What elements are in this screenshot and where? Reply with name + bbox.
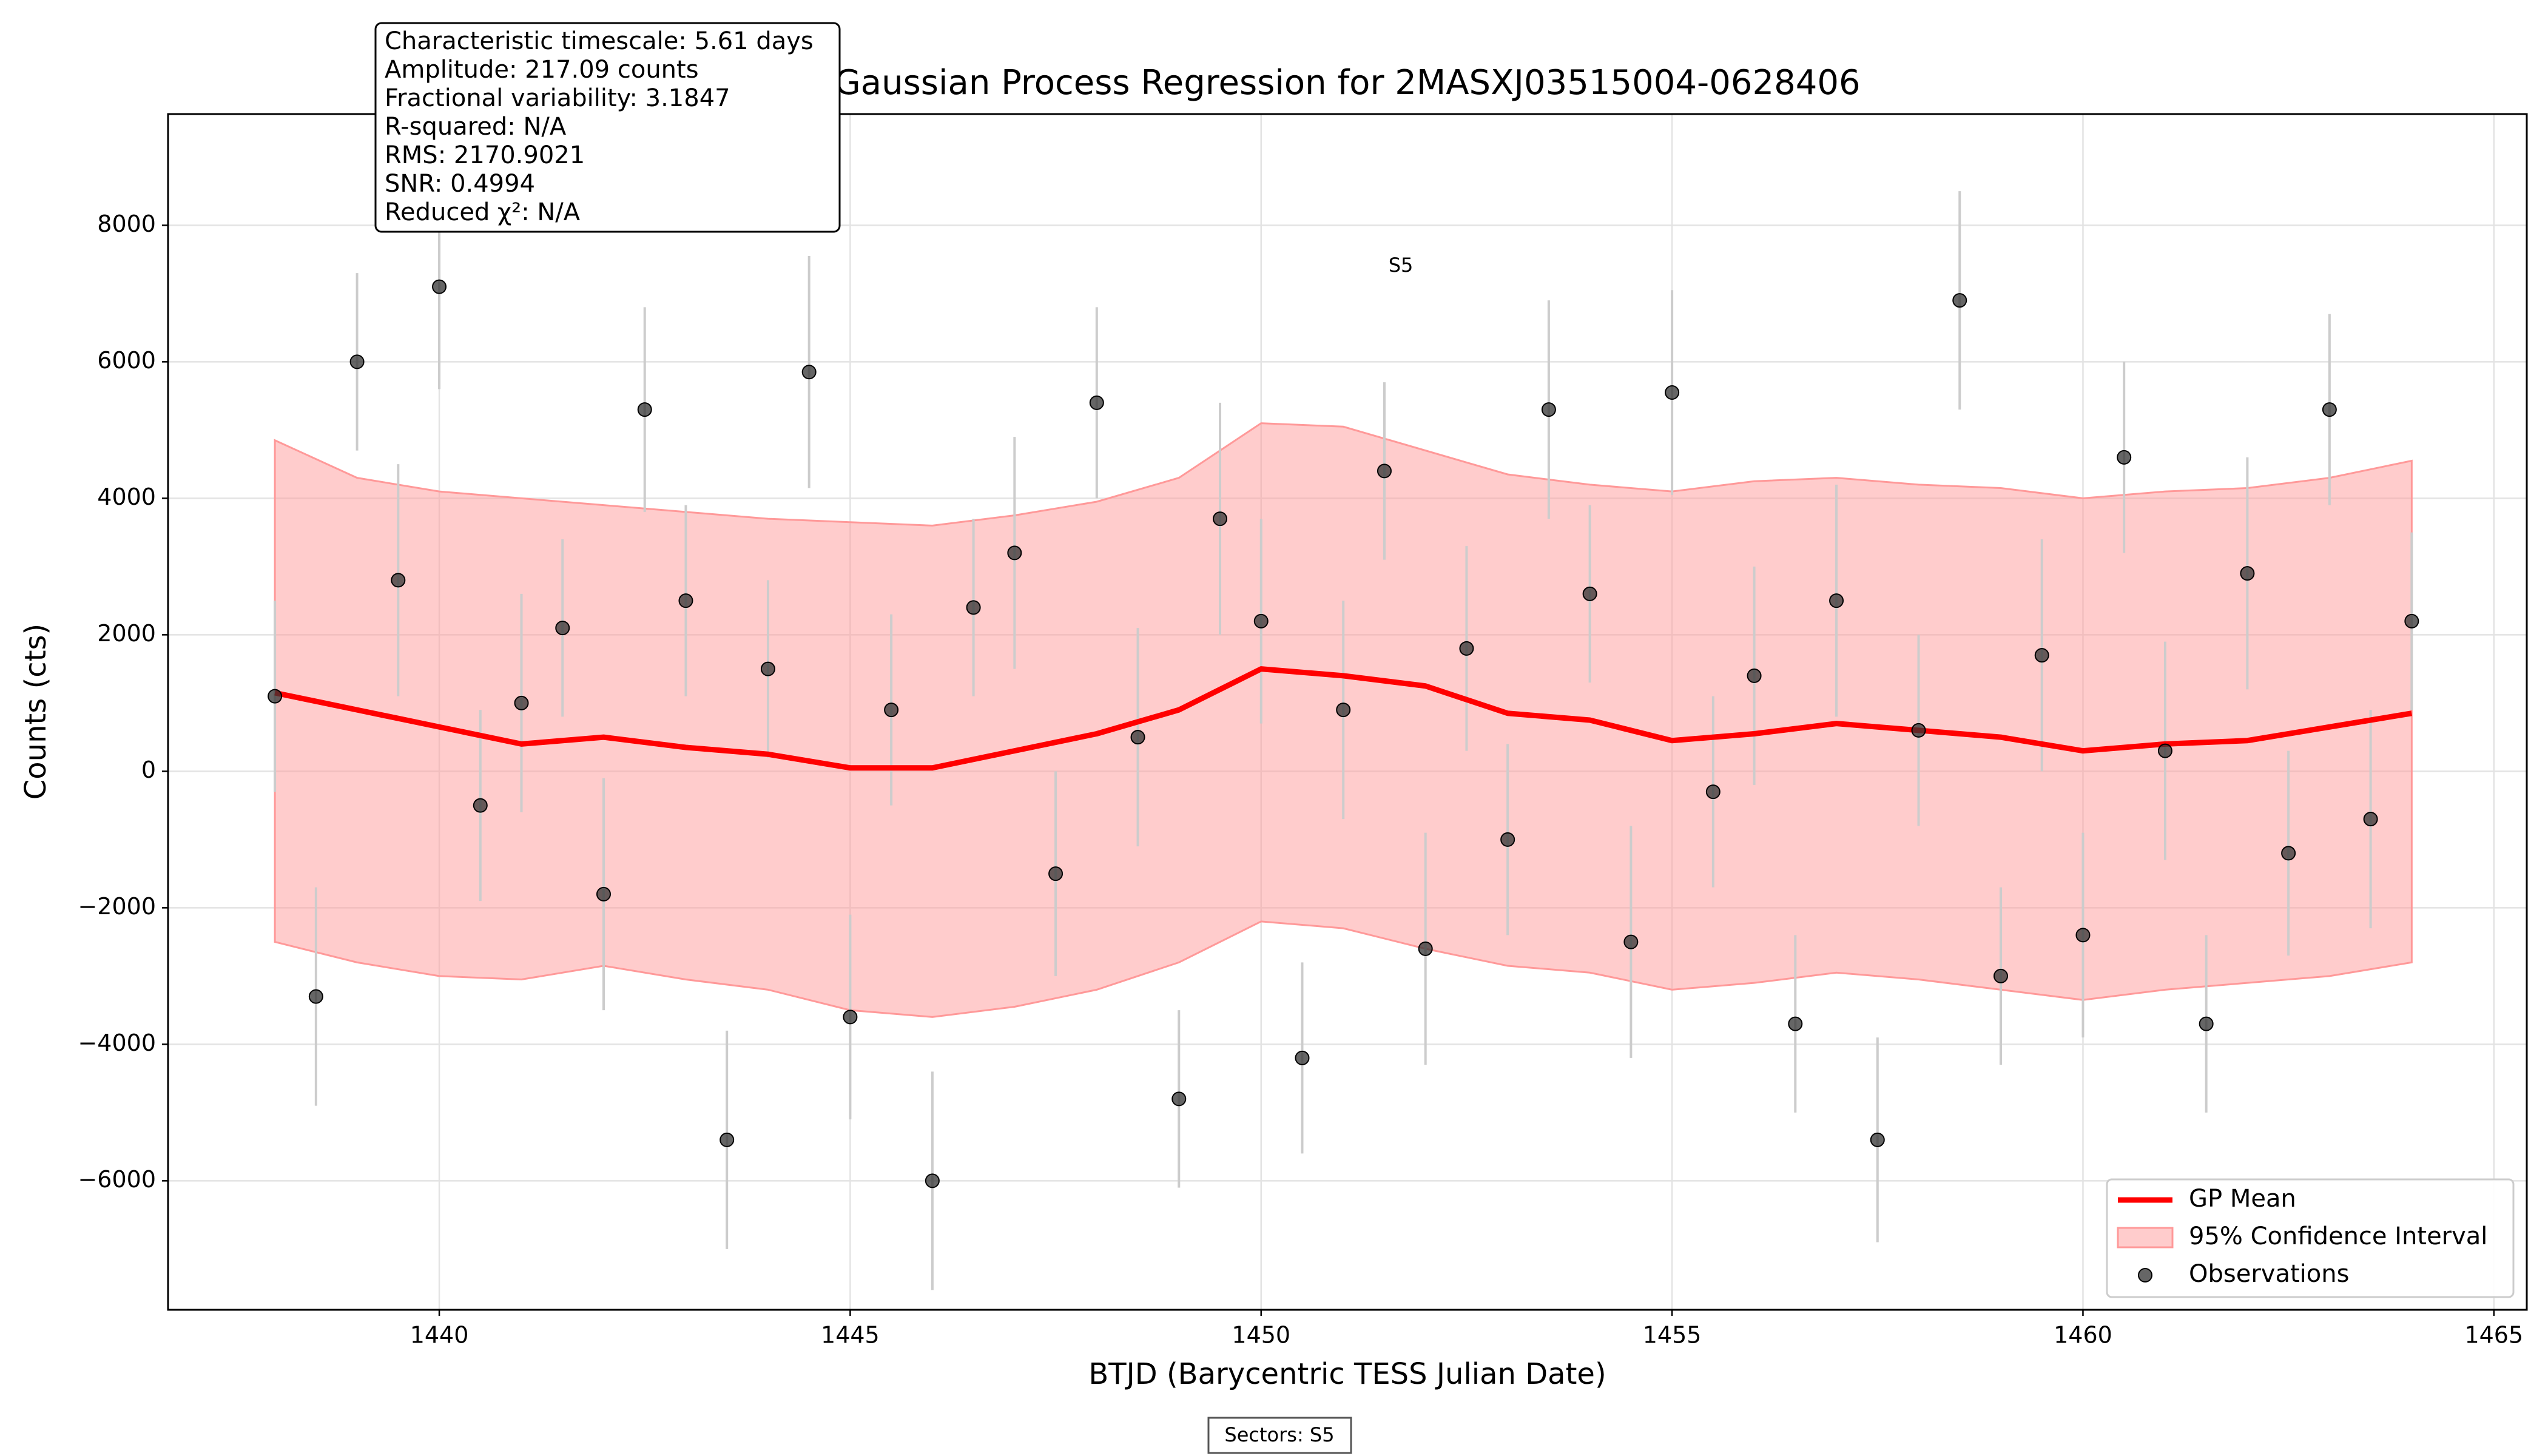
observation bbox=[1747, 668, 1762, 683]
stats-line: RMS: 2170.9021 bbox=[385, 141, 585, 169]
y-tick-label: −2000 bbox=[78, 893, 156, 920]
observation bbox=[1665, 385, 1680, 400]
observation bbox=[514, 695, 529, 710]
observation bbox=[1418, 941, 1433, 956]
observation bbox=[1952, 293, 1967, 308]
observation bbox=[2322, 402, 2337, 417]
observation bbox=[596, 886, 611, 902]
observation bbox=[884, 703, 899, 718]
observation bbox=[1377, 463, 1392, 479]
x-tick-label: 1460 bbox=[2054, 1322, 2112, 1349]
legend-swatch bbox=[2138, 1268, 2152, 1282]
observation bbox=[966, 600, 981, 615]
observation bbox=[1870, 1132, 1885, 1147]
x-tick-label: 1465 bbox=[2464, 1322, 2523, 1349]
observation bbox=[1459, 641, 1474, 656]
footer: Sectors: S5 bbox=[1224, 1423, 1334, 1446]
observation bbox=[1089, 395, 1104, 410]
observation bbox=[1048, 866, 1063, 881]
observation bbox=[1582, 586, 1597, 601]
observation bbox=[2075, 928, 2091, 943]
observation bbox=[1213, 511, 1228, 527]
stats-box bbox=[374, 22, 841, 233]
observation bbox=[925, 1173, 940, 1188]
observation bbox=[637, 402, 652, 417]
footer-box bbox=[1207, 1417, 1352, 1454]
observation bbox=[1788, 1016, 1803, 1031]
y-tick-label: 6000 bbox=[97, 347, 156, 374]
chart-title: Gaussian Process Regression for 2MASXJ03… bbox=[834, 63, 1860, 103]
y-tick-label: 8000 bbox=[97, 211, 156, 237]
observation bbox=[349, 354, 365, 369]
legend-swatch bbox=[2117, 1227, 2174, 1249]
observation bbox=[843, 1009, 858, 1025]
observation bbox=[2240, 566, 2255, 581]
stats-line: SNR: 0.4994 bbox=[385, 170, 535, 198]
observation bbox=[268, 689, 283, 704]
x-tick-label: 1440 bbox=[410, 1322, 469, 1349]
legend-box bbox=[2106, 1178, 2515, 1298]
stats-line: Reduced χ²: N/A bbox=[385, 198, 581, 226]
stats-line: Fractional variability: 3.1847 bbox=[385, 84, 730, 112]
observation bbox=[1705, 784, 1721, 800]
y-tick-label: −6000 bbox=[78, 1166, 156, 1193]
observation bbox=[1295, 1050, 1310, 1065]
observation bbox=[2034, 648, 2049, 663]
observation bbox=[1336, 703, 1351, 718]
x-tick-label: 1450 bbox=[1232, 1322, 1290, 1349]
y-tick-label: −4000 bbox=[78, 1030, 156, 1056]
observation bbox=[678, 593, 693, 608]
observation bbox=[1541, 402, 1556, 417]
observation bbox=[432, 279, 447, 294]
annotation: S5 bbox=[1389, 254, 1414, 277]
observation bbox=[2199, 1016, 2214, 1031]
observation bbox=[1253, 613, 1269, 629]
x-axis-label: BTJD (Barycentric TESS Julian Date) bbox=[1088, 1357, 1606, 1391]
x-tick-label: 1455 bbox=[1643, 1322, 1702, 1349]
observation bbox=[1130, 730, 1145, 745]
observation bbox=[2363, 812, 2378, 827]
observation bbox=[1623, 934, 1639, 949]
observation bbox=[1007, 545, 1022, 561]
gp-mean-line bbox=[274, 666, 2413, 771]
observation bbox=[1993, 968, 2008, 983]
observation bbox=[720, 1132, 735, 1147]
y-tick-label: 4000 bbox=[97, 484, 156, 510]
x-tick-label: 1445 bbox=[821, 1322, 880, 1349]
legend-label: Observations bbox=[2189, 1260, 2349, 1288]
stats-line: Amplitude: 217.09 counts bbox=[385, 56, 699, 84]
observation bbox=[2157, 743, 2172, 758]
observation bbox=[391, 573, 406, 588]
observation bbox=[760, 661, 775, 676]
observation bbox=[1911, 723, 1926, 738]
observation bbox=[1829, 593, 1844, 608]
plot-frame bbox=[167, 113, 2528, 1311]
observation bbox=[1171, 1091, 1187, 1107]
stats-line: Characteristic timescale: 5.61 days bbox=[385, 27, 814, 55]
observation bbox=[2117, 450, 2132, 465]
legend-label: 95% Confidence Interval bbox=[2189, 1222, 2487, 1250]
observation bbox=[473, 798, 488, 813]
observation bbox=[308, 989, 323, 1004]
y-tick-label: 0 bbox=[141, 757, 156, 783]
observation bbox=[2281, 846, 2296, 861]
legend-label: GP Mean bbox=[2189, 1185, 2296, 1213]
y-axis-label: Counts (cts) bbox=[19, 624, 53, 800]
observation bbox=[801, 365, 817, 380]
observation bbox=[555, 621, 570, 636]
y-tick-label: 2000 bbox=[97, 620, 156, 647]
observation bbox=[1500, 832, 1515, 847]
stats-line: R-squared: N/A bbox=[385, 113, 567, 141]
observation bbox=[2404, 613, 2419, 629]
